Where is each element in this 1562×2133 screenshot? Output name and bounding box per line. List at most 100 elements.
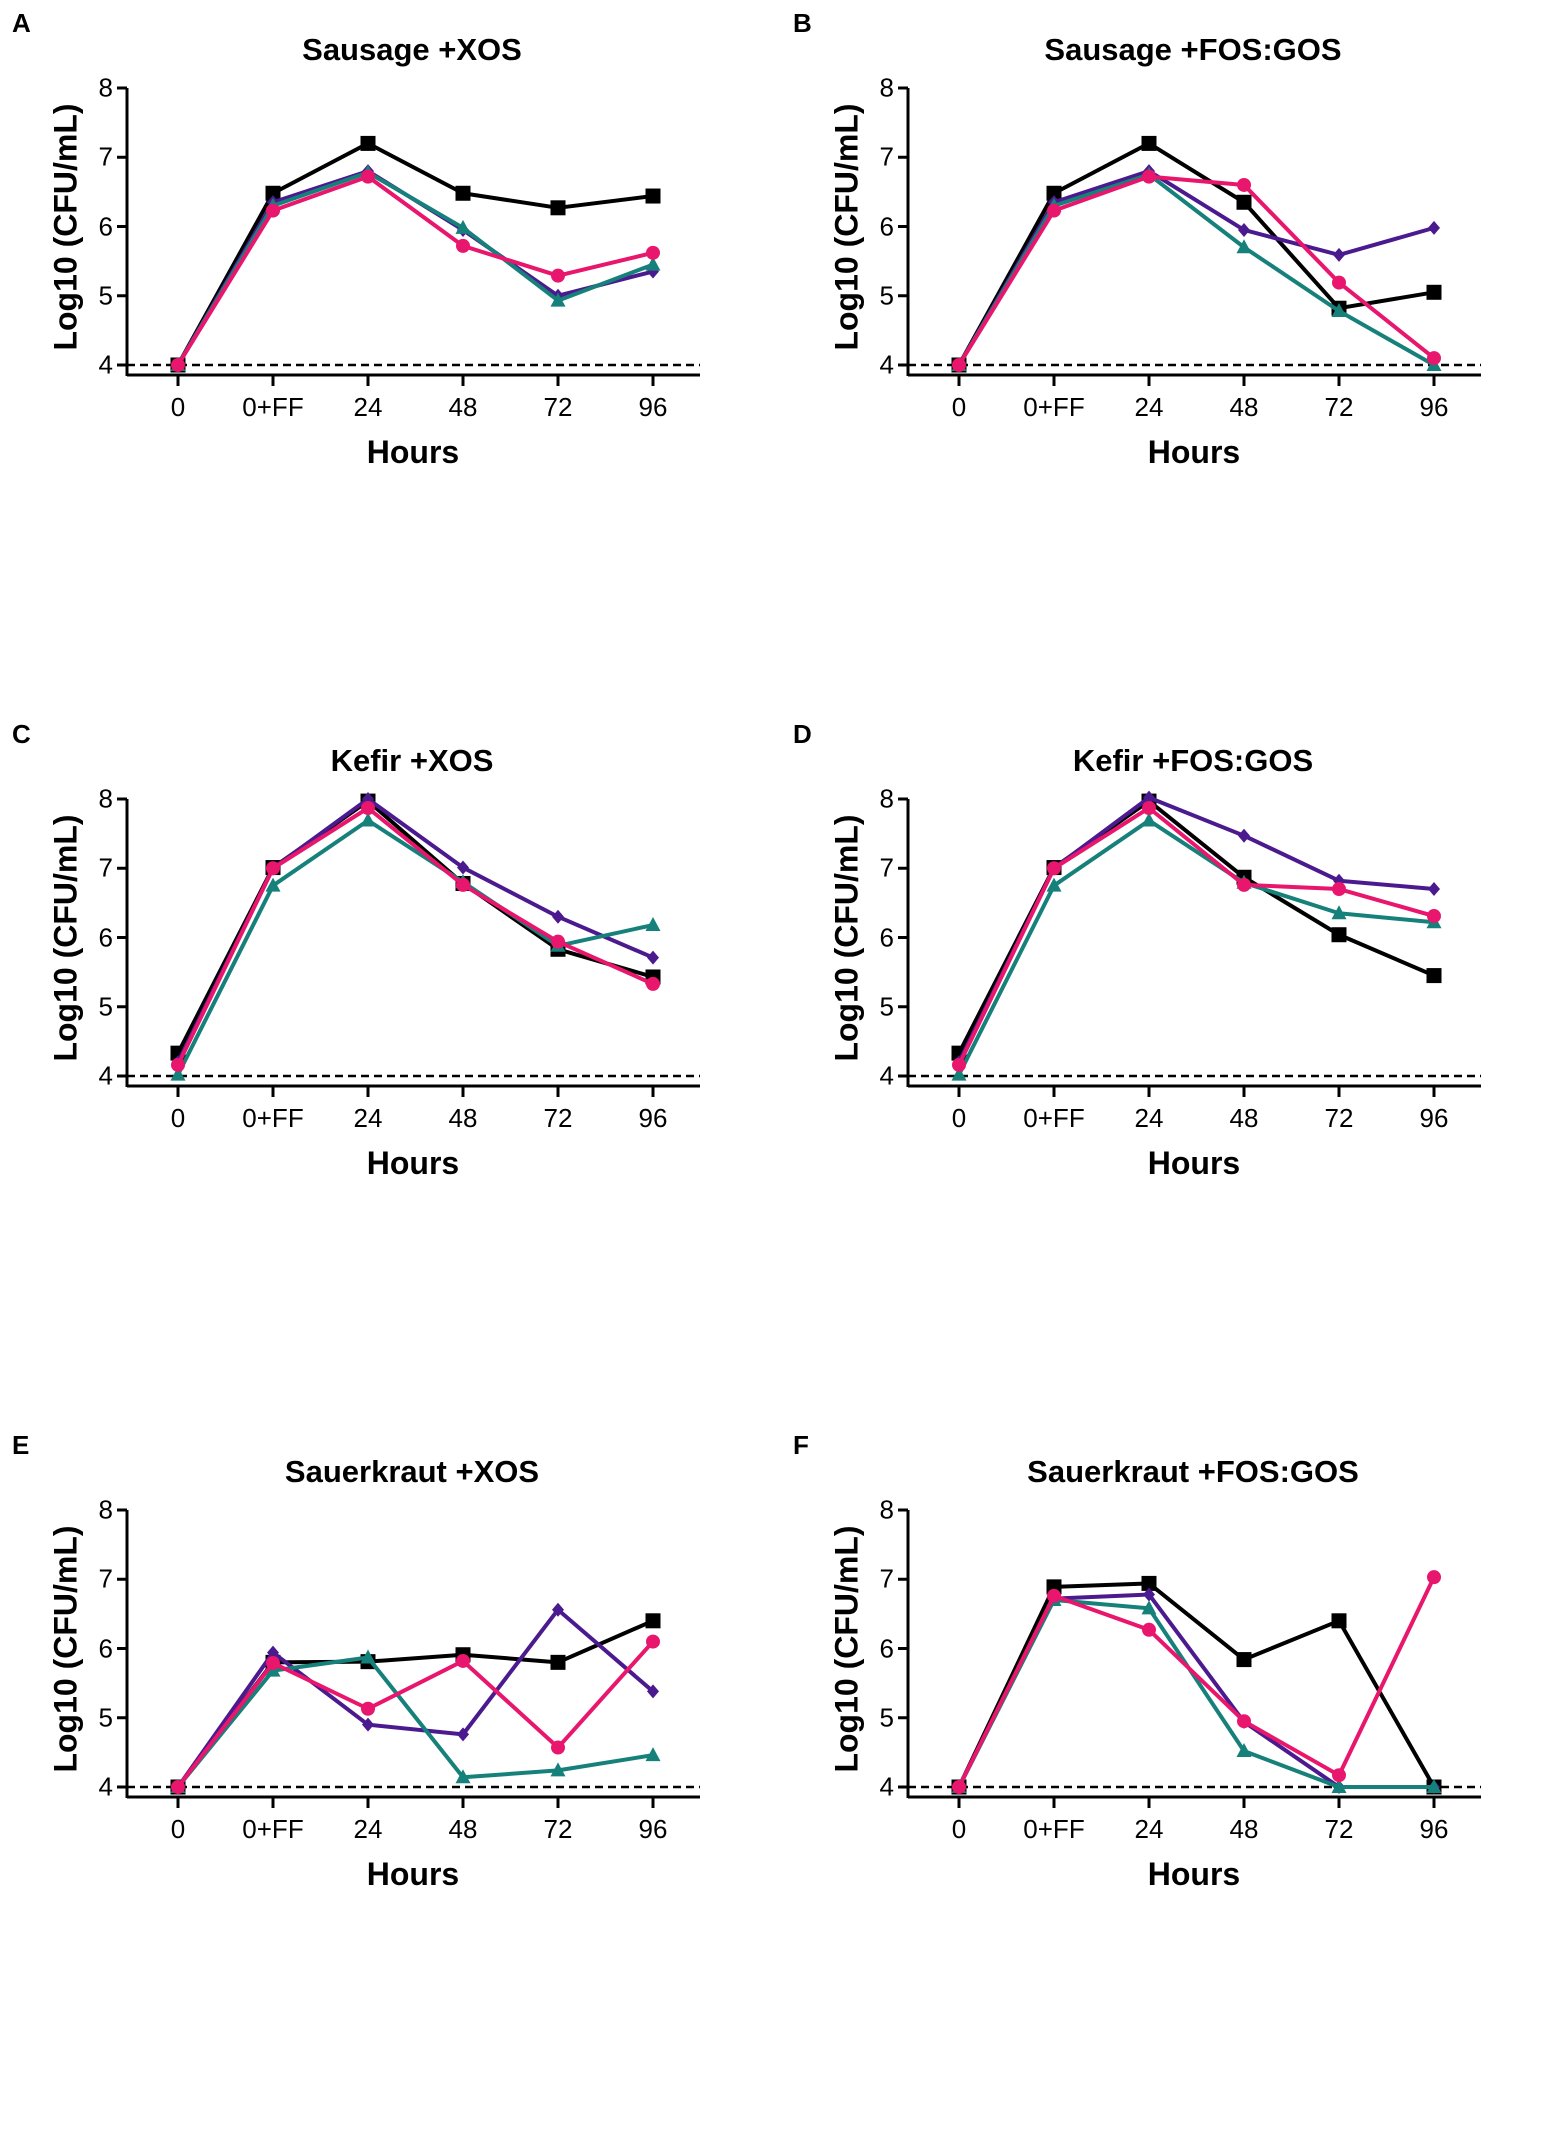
chart-plot-area <box>898 790 1481 1097</box>
data-point-square <box>1331 1613 1347 1629</box>
data-point-diamond <box>1428 220 1440 235</box>
data-point-circle <box>646 1634 660 1649</box>
data-point-diamond <box>1143 790 1155 805</box>
data-point-triangle <box>550 292 566 307</box>
y-tick-label: 8 <box>879 783 894 814</box>
series-triangle <box>170 164 661 371</box>
data-point-circle <box>1427 351 1441 366</box>
data-point-triangle <box>1426 1779 1442 1793</box>
data-point-triangle <box>1331 905 1347 920</box>
x-tick-label: 72 <box>543 1103 573 1133</box>
y-tick-label: 8 <box>98 1494 113 1525</box>
x-tick-label: 0 <box>951 1814 967 1844</box>
y-axis-title: Log10 (CFU/mL) <box>828 102 865 351</box>
data-point-square <box>1426 284 1442 300</box>
y-tick-label: 5 <box>879 1702 894 1733</box>
chart-plot-area <box>117 86 700 386</box>
data-point-triangle <box>1331 302 1347 317</box>
data-point-square <box>1426 968 1442 984</box>
x-tick-label: 0+FF <box>242 1814 304 1844</box>
series-circle <box>171 169 660 372</box>
y-tick-label: 7 <box>98 1563 113 1594</box>
y-tick-label: 7 <box>98 852 113 883</box>
data-point-circle <box>171 1057 185 1072</box>
data-point-circle <box>1142 169 1156 184</box>
x-axis-title: Hours <box>366 434 460 470</box>
x-tick-label: 48 <box>448 392 478 422</box>
y-axis-title: Log10 (CFU/mL) <box>47 813 84 1062</box>
data-point-diamond <box>1428 882 1440 897</box>
series-circle <box>171 1634 660 1794</box>
data-point-triangle <box>360 812 376 827</box>
data-point-triangle <box>455 219 471 234</box>
y-tick-label: 6 <box>879 922 894 952</box>
y-tick-label: 4 <box>879 1771 894 1802</box>
y-tick-label: 4 <box>879 1060 894 1091</box>
data-point-square <box>455 185 471 201</box>
data-point-diamond <box>552 1602 564 1617</box>
y-tick-label: 8 <box>879 72 894 103</box>
panel-letter: E <box>12 1430 30 1460</box>
data-point-circle <box>1142 1622 1156 1637</box>
data-point-square <box>1331 927 1347 943</box>
y-tick-label: 5 <box>879 280 894 311</box>
x-tick-label: 24 <box>353 1814 383 1844</box>
x-axis-title: Hours <box>1147 1856 1241 1892</box>
data-point-circle <box>266 1656 280 1671</box>
x-tick-label: 48 <box>448 1814 478 1844</box>
y-tick-label: 6 <box>879 211 894 241</box>
data-point-circle <box>456 1653 470 1668</box>
y-tick-label: 5 <box>98 280 113 311</box>
series-triangle <box>951 812 1442 1081</box>
series-line <box>957 1598 1434 1789</box>
data-point-square <box>550 1654 566 1670</box>
y-tick-label: 6 <box>98 1633 113 1663</box>
panel-letter: D <box>793 719 812 749</box>
y-tick-label: 6 <box>98 922 113 952</box>
x-tick-label: 0+FF <box>1023 1103 1085 1133</box>
series-line <box>176 818 654 1076</box>
chart-plot-area <box>898 1508 1481 1808</box>
y-tick-label: 7 <box>879 852 894 883</box>
chart-plot-area <box>117 1508 700 1808</box>
data-point-triangle <box>645 1747 661 1762</box>
series-line <box>176 141 654 366</box>
x-tick-label: 24 <box>353 392 383 422</box>
x-tick-label: 0 <box>951 1103 967 1133</box>
series-line <box>957 818 1435 1076</box>
y-tick-label: 8 <box>98 72 113 103</box>
series-line <box>176 1618 654 1789</box>
y-tick-label: 8 <box>879 1494 894 1525</box>
chart-panel-c: C Kefir +XOS 4 5 6 7 8 0 0+FF 24 48 72 96 Hours Log10 … <box>0 711 781 1422</box>
data-point-square <box>265 185 281 201</box>
chart-panel-d: D Kefir +FOS:GOS 4 5 6 7 8 0 0+FF 24 48 72 96 Hours Lo… <box>781 711 1562 1422</box>
chart-panel-e: E Sauerkraut +XOS 4 5 6 7 8 0 0+FF 24 48 72 96 Hours L… <box>0 1422 781 2133</box>
x-tick-label: 0+FF <box>242 392 304 422</box>
data-point-triangle <box>645 256 661 271</box>
chart-panel-f: F Sauerkraut +FOS:GOS 4 5 6 7 8 0 0+FF 24 48 72 96 Ho… <box>781 1422 1562 2133</box>
data-point-circle <box>1237 877 1251 892</box>
series-circle <box>952 169 1441 372</box>
panel-letter: C <box>12 719 31 749</box>
x-tick-label: 0 <box>170 1103 186 1133</box>
chart-title: Sauerkraut +XOS <box>284 1454 540 1489</box>
x-axis-title: Hours <box>366 1145 460 1181</box>
data-point-triangle <box>550 1762 566 1777</box>
data-point-triangle <box>360 1649 376 1664</box>
data-point-circle <box>361 1701 375 1716</box>
data-point-triangle <box>1046 877 1062 892</box>
panel-letter: B <box>793 8 812 38</box>
data-point-circle <box>1047 861 1061 876</box>
data-point-triangle <box>1141 812 1157 827</box>
y-tick-label: 4 <box>879 349 894 380</box>
data-point-circle <box>171 358 185 372</box>
data-point-circle <box>1047 1588 1061 1603</box>
data-point-triangle <box>455 1769 471 1784</box>
data-point-circle <box>456 238 470 253</box>
series-circle <box>171 801 660 1072</box>
data-point-circle <box>1427 909 1441 924</box>
data-point-diamond <box>1333 247 1345 262</box>
x-tick-label: 96 <box>638 1103 668 1133</box>
series-diamond <box>953 164 1440 372</box>
chart-title: Kefir +XOS <box>330 743 494 778</box>
